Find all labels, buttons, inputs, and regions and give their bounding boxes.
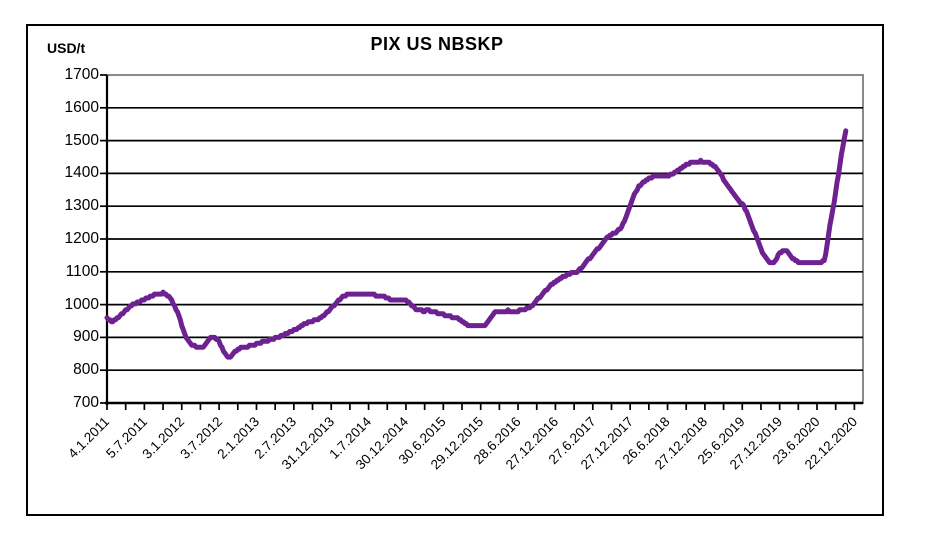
- y-tick-label-1000: 1000: [64, 295, 99, 313]
- chart-title: PIX US NBSKP: [370, 34, 504, 54]
- y-tick-label-1100: 1100: [65, 262, 99, 280]
- y-tick-label-1300: 1300: [64, 197, 99, 215]
- y-tick-label-1400: 1400: [64, 164, 99, 182]
- y-tick-label-1600: 1600: [64, 98, 99, 116]
- chart-outer-frame: [26, 24, 884, 516]
- y-tick-label-800: 800: [73, 361, 99, 379]
- y-tick-label-1500: 1500: [64, 131, 99, 149]
- y-tick-label-1200: 1200: [64, 230, 99, 247]
- y-axis-unit-label: USD/t: [47, 40, 86, 56]
- price-line: [104, 128, 849, 360]
- y-tick-label-700: 700: [73, 394, 99, 411]
- y-tick-label-900: 900: [73, 328, 99, 346]
- y-tick-label-1700: 1700: [64, 66, 99, 83]
